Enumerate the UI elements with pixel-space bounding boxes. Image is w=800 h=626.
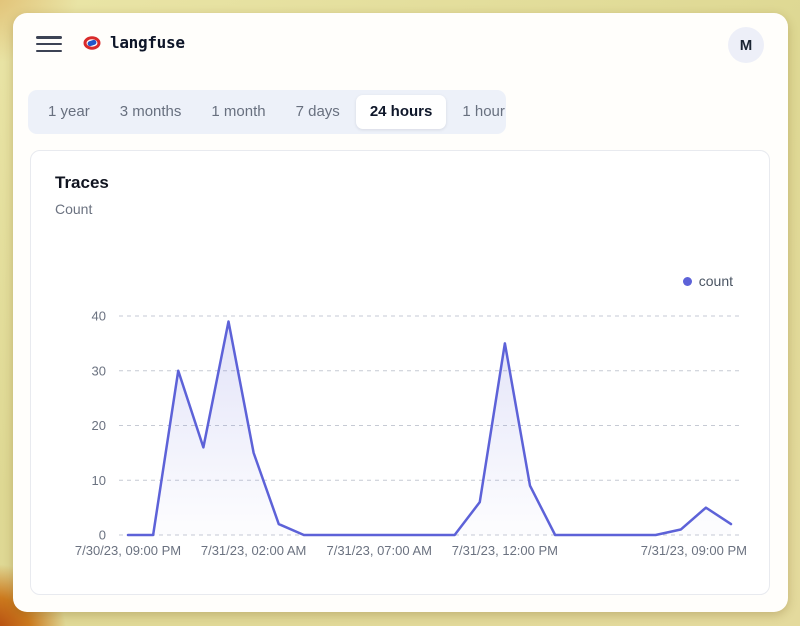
menu-icon[interactable] [36, 36, 62, 52]
y-tick-label-10: 10 [92, 473, 106, 488]
user-avatar[interactable]: M [728, 27, 764, 63]
y-tick-label-40: 40 [92, 309, 106, 324]
brand[interactable]: langfuse [83, 33, 185, 52]
legend-dot-icon [682, 276, 692, 286]
tab-24-hours[interactable]: 24 hours [355, 95, 447, 129]
y-tick-label-20: 20 [92, 418, 106, 433]
count-line [126, 320, 733, 537]
traces-area-chart[interactable]: 0 10 20 30 40 7/30/23, 09:00 PM 7/31/23, 02:00… [47, 299, 759, 561]
traces-card: Traces Count count 0 10 20 30 40 7/30/23, 09:… [30, 150, 770, 595]
tab-3-months[interactable]: 3 months [119, 103, 182, 120]
legend-item-count[interactable]: count [682, 273, 733, 289]
card-subtitle: Count [55, 201, 93, 217]
x-tick-label-0: 7/30/23, 09:00 PM [75, 543, 181, 558]
x-tick-label-1: 7/31/23, 02:00 AM [201, 543, 307, 558]
tab-1-hour[interactable]: 1 hour [462, 103, 505, 120]
x-tick-label-2: 7/31/23, 07:00 AM [326, 543, 432, 558]
x-tick-label-3: 7/31/23, 12:00 PM [452, 543, 558, 558]
tab-1-month[interactable]: 1 month [211, 103, 266, 120]
langfuse-logo-icon [83, 35, 101, 50]
tab-7-days[interactable]: 7 days [295, 103, 340, 120]
x-tick-label-4: 7/31/23, 09:00 PM [641, 543, 747, 558]
area-fill [128, 321, 731, 535]
card-title: Traces [55, 173, 109, 192]
y-tick-label-30: 30 [92, 363, 106, 378]
legend-label: count [698, 273, 733, 289]
time-range-tabbar: 1 year 3 months 1 month 7 days 24 hours … [28, 90, 506, 134]
app-window: langfuse M 1 year 3 months 1 month 7 day… [13, 13, 788, 612]
y-tick-label-0: 0 [99, 528, 106, 543]
brand-wordmark: langfuse [110, 33, 185, 52]
tab-1-year[interactable]: 1 year [48, 103, 90, 120]
